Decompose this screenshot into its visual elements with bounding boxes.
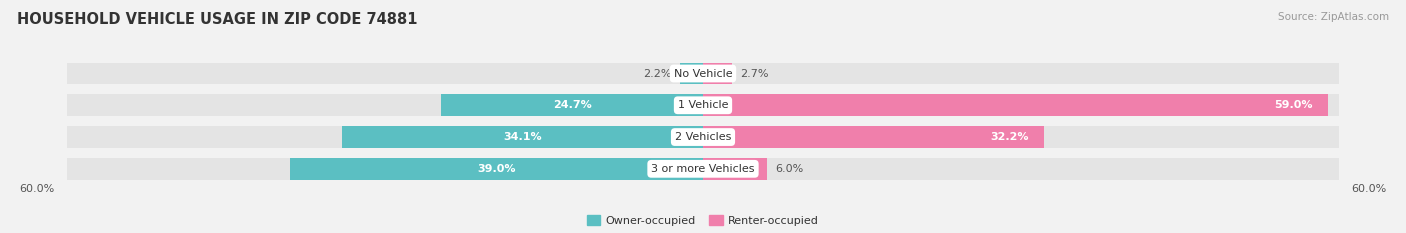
Bar (67, 94, 1339, 116)
Bar (441, 94, 703, 116)
Bar (703, 126, 1045, 148)
Text: 6.0%: 6.0% (775, 164, 803, 174)
Text: 59.0%: 59.0% (1274, 100, 1312, 110)
Text: 39.0%: 39.0% (477, 164, 516, 174)
Text: 2.2%: 2.2% (643, 69, 671, 79)
Text: 24.7%: 24.7% (553, 100, 592, 110)
Bar (703, 94, 1329, 116)
Bar (703, 158, 766, 180)
Bar (67, 63, 1339, 84)
Bar (67, 158, 1339, 180)
Bar (342, 126, 703, 148)
Text: 60.0%: 60.0% (1351, 185, 1386, 195)
Text: 60.0%: 60.0% (20, 185, 55, 195)
Bar (679, 63, 703, 84)
Text: 34.1%: 34.1% (503, 132, 541, 142)
Text: 2.7%: 2.7% (740, 69, 769, 79)
Bar (703, 63, 731, 84)
Text: Source: ZipAtlas.com: Source: ZipAtlas.com (1278, 12, 1389, 22)
Legend: Owner-occupied, Renter-occupied: Owner-occupied, Renter-occupied (582, 211, 824, 230)
Text: 1 Vehicle: 1 Vehicle (678, 100, 728, 110)
Text: No Vehicle: No Vehicle (673, 69, 733, 79)
Text: 2 Vehicles: 2 Vehicles (675, 132, 731, 142)
Bar (290, 158, 703, 180)
Text: HOUSEHOLD VEHICLE USAGE IN ZIP CODE 74881: HOUSEHOLD VEHICLE USAGE IN ZIP CODE 7488… (17, 12, 418, 27)
Text: 3 or more Vehicles: 3 or more Vehicles (651, 164, 755, 174)
Bar (67, 126, 1339, 148)
Text: 32.2%: 32.2% (990, 132, 1028, 142)
